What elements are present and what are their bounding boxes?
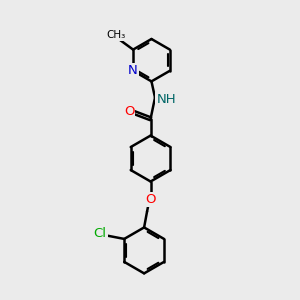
Text: Cl: Cl	[94, 227, 106, 240]
Text: O: O	[124, 105, 134, 118]
Text: NH: NH	[156, 93, 176, 106]
Text: N: N	[128, 64, 138, 77]
Text: O: O	[145, 193, 156, 206]
Text: CH₃: CH₃	[107, 31, 126, 40]
